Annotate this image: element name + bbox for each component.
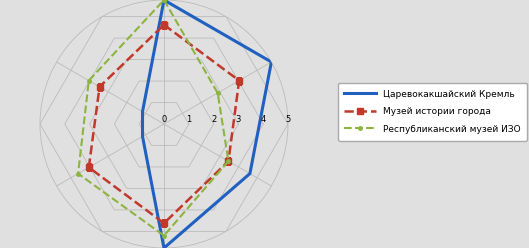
Text: 0: 0 bbox=[161, 115, 167, 124]
Text: 5: 5 bbox=[285, 115, 290, 124]
Legend: Царевокакшайский Кремль, Музей истории города, Республиканский музей ИЗО: Царевокакшайский Кремль, Музей истории г… bbox=[338, 83, 527, 141]
Text: 1: 1 bbox=[186, 115, 191, 124]
Text: 4: 4 bbox=[261, 115, 266, 124]
Text: 3: 3 bbox=[236, 115, 241, 124]
Text: 2: 2 bbox=[211, 115, 216, 124]
